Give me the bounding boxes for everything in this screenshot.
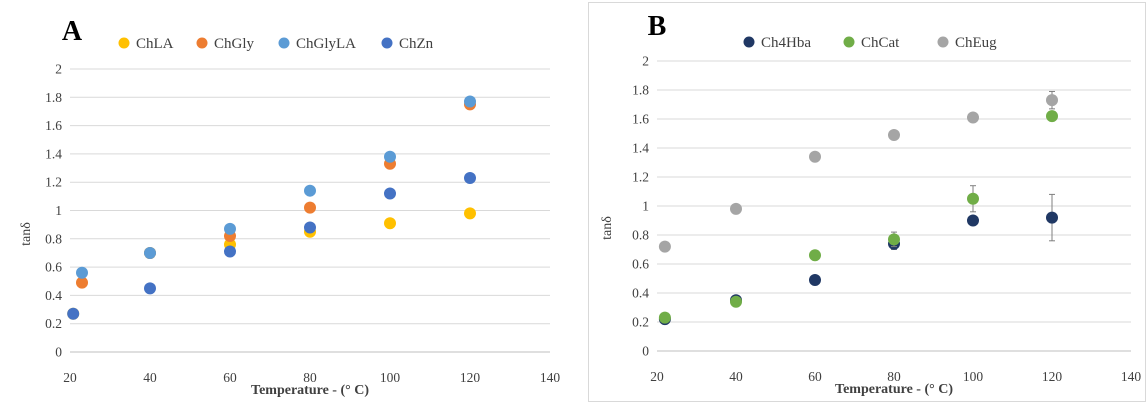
x-tick-label: 120 [1042, 369, 1063, 384]
y-tick-label: 1 [642, 199, 649, 214]
y-tick-label: 0.2 [45, 316, 62, 331]
legend-label: ChEug [955, 35, 997, 51]
data-point-cheug [658, 240, 671, 253]
x-axis-title: Temperature - (° C) [251, 383, 369, 398]
data-point-chcat [1046, 110, 1058, 123]
data-point-cheug [1046, 94, 1058, 107]
y-tick-label: 1.4 [45, 146, 62, 161]
data-point-chcat [809, 249, 821, 262]
y-tick-label: 0.6 [632, 257, 649, 272]
x-tick-label: 80 [303, 370, 317, 385]
x-tick-label: 20 [650, 369, 664, 384]
y-tick-label: 1.8 [632, 83, 649, 98]
data-point-ch4hba [809, 273, 821, 286]
y-axis-title: tanδ [19, 222, 34, 246]
x-tick-label: 60 [223, 370, 237, 385]
x-tick-label: 120 [460, 370, 481, 385]
y-tick-label: 0.6 [45, 260, 62, 275]
x-axis-title: Temperature - (° C) [835, 382, 953, 397]
data-point-chzn [224, 245, 236, 258]
legend-marker [743, 36, 755, 48]
y-tick-label: 2 [642, 54, 649, 69]
legend-label: ChZn [399, 36, 434, 52]
y-tick-label: 0.8 [45, 231, 62, 246]
data-point-cheug [730, 202, 742, 215]
x-tick-label: 140 [540, 370, 561, 385]
y-tick-label: 1 [55, 203, 62, 218]
legend-label: ChGlyLA [296, 36, 356, 52]
data-point-chzn [67, 307, 80, 320]
legend-marker [118, 37, 130, 49]
panel-letter: A [62, 16, 83, 47]
y-tick-label: 1.6 [45, 118, 62, 133]
data-point-chcat [658, 311, 671, 324]
x-tick-label: 60 [808, 369, 822, 384]
data-point-chzn [384, 187, 396, 200]
chart-a-svg: 0 0.2 0.4 0.6 0.8 1 1.2 1.4 1.6 1.8 2 20 40 60 80 100 12… [19, 16, 561, 398]
y-tick-label: 0.4 [632, 286, 649, 301]
data-point-chglyla [144, 246, 156, 259]
data-point-cheug [967, 111, 979, 124]
data-point-cheug [809, 150, 821, 163]
data-point-chgly [304, 201, 316, 214]
y-tick-label: 0 [642, 344, 649, 359]
y-tick-label: 0 [55, 345, 62, 360]
legend-marker [381, 37, 393, 49]
data-point-chglyla [464, 95, 476, 108]
y-tick-label: 1.8 [45, 90, 62, 105]
data-point-chzn [304, 221, 316, 234]
y-axis-title: tanδ [600, 216, 615, 240]
data-point-chglyla [384, 150, 396, 163]
y-tick-label: 0.2 [632, 315, 649, 330]
chart-panel-a: 0 0.2 0.4 0.6 0.8 1 1.2 1.4 1.6 1.8 2 20 40 60 80 100 12… [2, 2, 570, 402]
x-tick-label: 20 [63, 370, 77, 385]
data-point-chzn [464, 171, 476, 184]
y-tick-label: 1.6 [632, 112, 649, 127]
legend-label: ChGly [214, 36, 255, 52]
data-point-chcat [967, 192, 979, 205]
data-point-chglyla [304, 184, 316, 197]
y-tick-label: 2 [55, 62, 62, 77]
data-point-ch4hba [1046, 211, 1058, 224]
x-tick-label: 100 [380, 370, 401, 385]
data-point-chzn [144, 282, 156, 295]
legend-marker [278, 37, 290, 49]
data-point-chla [464, 207, 476, 220]
legend-label: ChCat [861, 35, 900, 51]
x-tick-label: 40 [729, 369, 743, 384]
panel-letter: B [648, 11, 667, 42]
legend-marker [937, 36, 949, 48]
y-tick-label: 0.4 [45, 288, 62, 303]
data-point-chla [384, 217, 396, 230]
data-point-chcat [888, 233, 900, 246]
legend-label: ChLA [136, 36, 174, 52]
x-tick-label: 140 [1121, 369, 1142, 384]
chart-panel-b: 0 0.2 0.4 0.6 0.8 1 1.2 1.4 1.6 1.8 2 20 40 60 80 100 12… [588, 2, 1146, 402]
legend-marker [843, 36, 855, 48]
data-point-chgly [76, 276, 88, 289]
x-tick-label: 40 [143, 370, 157, 385]
y-tick-label: 0.8 [632, 228, 649, 243]
x-tick-label: 100 [963, 369, 984, 384]
data-point-ch4hba [967, 214, 979, 227]
y-tick-label: 1.2 [45, 175, 62, 190]
y-tick-label: 1.4 [632, 141, 649, 156]
data-point-chglyla [224, 222, 236, 235]
data-point-chcat [730, 295, 742, 308]
legend-marker [196, 37, 208, 49]
chart-b-svg: 0 0.2 0.4 0.6 0.8 1 1.2 1.4 1.6 1.8 2 20 40 60 80 100 12… [600, 11, 1142, 397]
legend-label: Ch4Hba [761, 35, 811, 51]
x-tick-label: 80 [887, 369, 901, 384]
y-tick-label: 1.2 [632, 170, 649, 185]
data-point-chglyla [76, 266, 88, 279]
data-point-cheug [888, 128, 900, 141]
